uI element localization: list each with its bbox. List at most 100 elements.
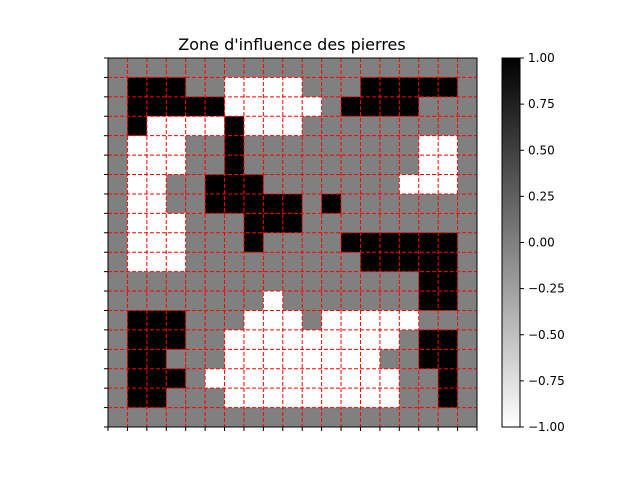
heatmap-cell — [457, 77, 478, 98]
heatmap-cell — [418, 77, 439, 98]
heatmap-cell — [282, 329, 303, 350]
heatmap-cell — [243, 271, 264, 292]
heatmap-cell — [457, 368, 478, 389]
heatmap-cell — [166, 58, 187, 78]
heatmap-cell — [224, 174, 245, 195]
heatmap-cell — [108, 368, 128, 389]
heatmap-cell — [282, 271, 303, 292]
heatmap-cell — [341, 155, 361, 175]
colorbar-tick-label: 0.25 — [528, 189, 555, 203]
heatmap-cell — [282, 116, 303, 137]
heatmap-cell — [263, 155, 284, 175]
heatmap-cell — [418, 310, 439, 331]
heatmap-cell — [185, 310, 206, 331]
heatmap-cell — [379, 155, 400, 175]
heatmap-cell — [282, 349, 303, 370]
heatmap-cell — [360, 310, 381, 331]
heatmap-cell — [127, 116, 148, 137]
heatmap-cell — [341, 135, 361, 156]
heatmap-cell — [418, 252, 439, 273]
heatmap-cell — [399, 349, 420, 370]
heatmap-cell — [341, 232, 361, 253]
heatmap-cell — [224, 193, 245, 214]
heatmap-cell — [146, 77, 167, 98]
heatmap-cell — [108, 329, 128, 350]
heatmap-cell — [108, 232, 128, 253]
heatmap-cell — [379, 388, 400, 408]
heatmap-cell — [341, 174, 361, 195]
heatmap-cell — [146, 349, 167, 370]
heatmap-cell — [457, 388, 478, 408]
heatmap-cell — [205, 58, 225, 78]
heatmap-cell — [418, 135, 439, 156]
heatmap-cell — [205, 349, 225, 370]
heatmap-cell — [127, 193, 148, 214]
heatmap-cell — [185, 96, 206, 117]
heatmap-cell — [243, 155, 264, 175]
heatmap-cell — [399, 310, 420, 331]
heatmap-cell — [243, 193, 264, 214]
heatmap-cell — [146, 135, 167, 156]
heatmap-cell — [185, 77, 206, 98]
heatmap-cell — [127, 388, 148, 408]
heatmap-cell — [438, 77, 458, 98]
heatmap-cell — [457, 58, 478, 78]
colorbar-tick-label: 0.00 — [528, 236, 555, 250]
heatmap-cell — [146, 329, 167, 350]
heatmap-cell — [457, 291, 478, 311]
heatmap-cell — [302, 174, 323, 195]
heatmap-cell — [399, 58, 420, 78]
heatmap-cell — [224, 232, 245, 253]
heatmap-cell — [457, 96, 478, 117]
heatmap-cell — [127, 232, 148, 253]
heatmap-cell — [379, 349, 400, 370]
heatmap-cell — [166, 77, 187, 98]
colorbar-tick-label: −0.75 — [528, 374, 565, 388]
heatmap-cell — [205, 329, 225, 350]
axis-ticks — [104, 57, 478, 431]
heatmap-cell — [321, 213, 342, 234]
heatmap-cell — [224, 252, 245, 273]
heatmap-cell — [360, 407, 381, 428]
heatmap-cell — [321, 349, 342, 370]
heatmap-cell — [321, 407, 342, 428]
heatmap-cell — [360, 388, 381, 408]
heatmap-cell — [166, 329, 187, 350]
heatmap-cell — [302, 58, 323, 78]
heatmap-cell — [282, 77, 303, 98]
heatmap-cell — [457, 174, 478, 195]
heatmap-cell — [321, 310, 342, 331]
heatmap-cell — [108, 58, 128, 78]
heatmap-cell — [418, 193, 439, 214]
heatmap-cell — [321, 232, 342, 253]
heatmap-cell — [108, 155, 128, 175]
heatmap-cell — [302, 232, 323, 253]
heatmap-cell — [302, 96, 323, 117]
heatmap-cell — [321, 271, 342, 292]
heatmap-cell — [263, 213, 284, 234]
heatmap-cell — [341, 407, 361, 428]
colorbar-tick-label: −0.50 — [528, 328, 565, 342]
heatmap-cell — [438, 232, 458, 253]
heatmap-cell — [321, 329, 342, 350]
heatmap-cell — [282, 135, 303, 156]
heatmap-cell — [166, 271, 187, 292]
heatmap-cell — [127, 135, 148, 156]
heatmap-cell — [457, 252, 478, 273]
heatmap-cell — [399, 135, 420, 156]
heatmap-cell — [282, 388, 303, 408]
heatmap-cell — [399, 77, 420, 98]
colorbar-tick-label: −1.00 — [528, 420, 565, 434]
heatmap-cell — [166, 407, 187, 428]
heatmap-cell — [224, 349, 245, 370]
heatmap-cell — [263, 310, 284, 331]
heatmap-cell — [166, 291, 187, 311]
heatmap-cell — [457, 116, 478, 137]
heatmap-cell — [418, 213, 439, 234]
plot-frame — [107, 57, 478, 428]
heatmap-cell — [205, 193, 225, 214]
heatmap-cell — [379, 310, 400, 331]
heatmap-cell — [302, 252, 323, 273]
heatmap-cell — [438, 291, 458, 311]
heatmap-cell — [205, 174, 225, 195]
